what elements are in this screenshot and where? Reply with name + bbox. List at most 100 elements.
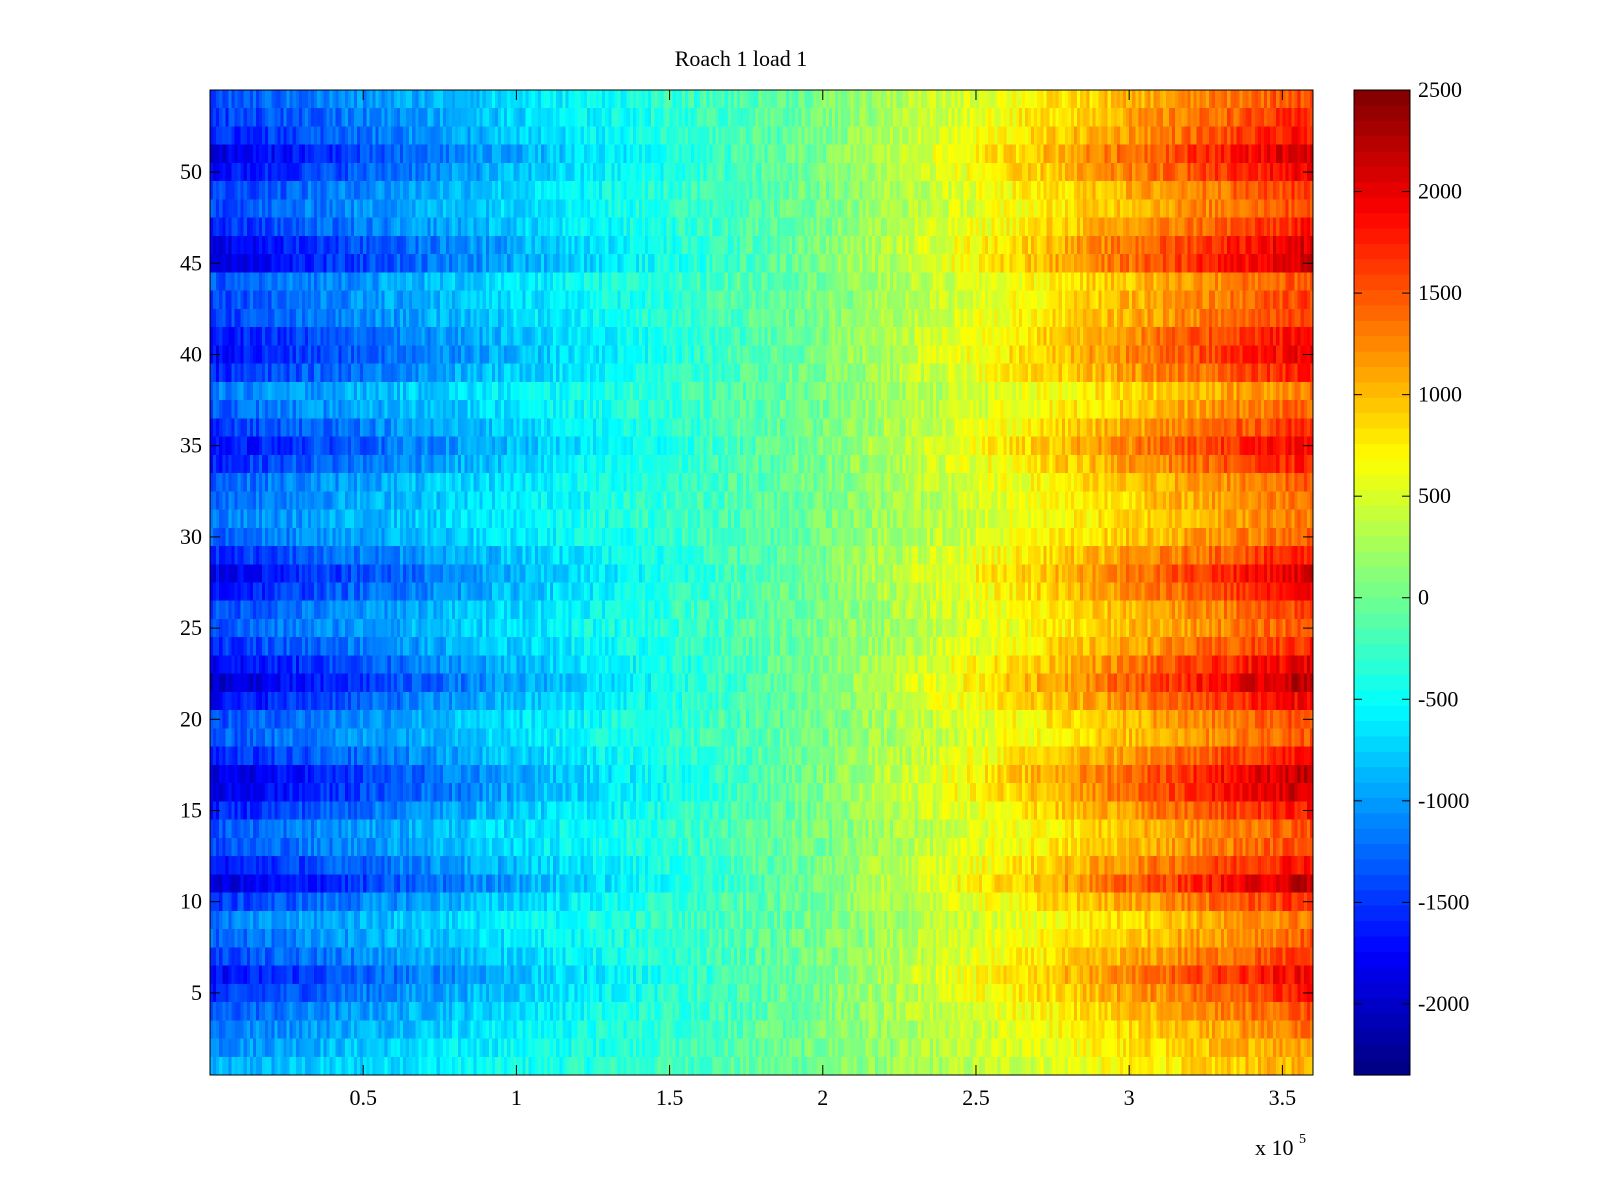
colorbar-band xyxy=(1354,1059,1410,1076)
colorbar-band xyxy=(1354,582,1410,599)
colorbar-band xyxy=(1354,690,1410,707)
heatmap-cells xyxy=(210,90,1313,1075)
x-tick-label: 3 xyxy=(1124,1085,1135,1110)
colorbar-band xyxy=(1354,213,1410,230)
colorbar-band xyxy=(1354,874,1410,891)
colorbar-tick-label: -1000 xyxy=(1418,788,1469,813)
colorbar-band xyxy=(1354,336,1410,353)
colorbar-band xyxy=(1354,982,1410,999)
y-tick-label: 10 xyxy=(180,889,202,914)
colorbar-band xyxy=(1354,151,1410,168)
colorbar-band xyxy=(1354,782,1410,799)
x-axis-multiplier-base: x 10 xyxy=(1255,1135,1294,1160)
colorbar-band xyxy=(1354,951,1410,968)
colorbar-band xyxy=(1354,120,1410,137)
x-axis: 0.5 1 1.5 2 2.5 3 3.5 xyxy=(349,90,1296,1110)
colorbar-band xyxy=(1354,936,1410,953)
colorbar-band xyxy=(1354,505,1410,522)
colorbar-band xyxy=(1354,644,1410,661)
colorbar-band xyxy=(1354,767,1410,784)
x-tick-label: 3.5 xyxy=(1269,1085,1297,1110)
colorbar-frame xyxy=(1353,89,1411,1076)
colorbar-band xyxy=(1354,290,1410,307)
y-tick-label: 35 xyxy=(180,433,202,458)
colorbar-band xyxy=(1354,428,1410,445)
y-tick-label: 25 xyxy=(180,615,202,640)
x-axis-multiplier-exponent: 5 xyxy=(1299,1132,1306,1147)
colorbar-band xyxy=(1354,628,1410,645)
colorbar-tick-label: -500 xyxy=(1418,686,1458,711)
colorbar-band xyxy=(1354,1013,1410,1030)
colorbar-band xyxy=(1354,828,1410,845)
y-tick-label: 40 xyxy=(180,341,202,366)
colorbar-band xyxy=(1354,551,1410,568)
colorbar-band xyxy=(1354,813,1410,830)
colorbar-band xyxy=(1354,567,1410,584)
colorbar-band xyxy=(1354,166,1410,183)
y-axis: 5 10 15 20 25 30 35 40 45 50 xyxy=(180,159,1313,1005)
colorbar-band xyxy=(1354,736,1410,753)
colorbar-band xyxy=(1354,659,1410,676)
colorbar-band xyxy=(1354,243,1410,260)
colorbar-band xyxy=(1354,536,1410,553)
colorbar-band xyxy=(1354,105,1410,122)
colorbar-band xyxy=(1354,597,1410,614)
y-tick-label: 45 xyxy=(180,250,202,275)
colorbar-band xyxy=(1354,721,1410,738)
colorbar-band xyxy=(1354,967,1410,984)
colorbar-band xyxy=(1354,197,1410,214)
colorbar-band xyxy=(1354,228,1410,245)
colorbar-band xyxy=(1354,136,1410,153)
colorbar-band xyxy=(1354,320,1410,337)
colorbar-band xyxy=(1354,613,1410,630)
colorbar-band xyxy=(1354,921,1410,938)
colorbar-band xyxy=(1354,90,1410,106)
y-tick-label: 50 xyxy=(180,159,202,184)
colorbar-band xyxy=(1354,397,1410,414)
colorbar-band xyxy=(1354,382,1410,399)
colorbar-band xyxy=(1354,443,1410,460)
colorbar-band xyxy=(1354,705,1410,722)
x-axis-multiplier: x 10 5 xyxy=(1255,1132,1306,1160)
colorbar-band xyxy=(1354,797,1410,814)
colorbar-band xyxy=(1354,751,1410,768)
colorbar-band xyxy=(1354,998,1410,1015)
colorbar-tick-label: 0 xyxy=(1418,585,1429,610)
colorbar-band xyxy=(1354,859,1410,876)
colorbar-band xyxy=(1354,474,1410,491)
colorbar-band xyxy=(1354,351,1410,368)
colorbar-band xyxy=(1354,1028,1410,1045)
y-tick-label: 15 xyxy=(180,798,202,823)
colorbar xyxy=(1354,90,1410,1076)
y-tick-label: 20 xyxy=(180,706,202,731)
colorbar-tick-label: -2000 xyxy=(1418,991,1469,1016)
colorbar-band xyxy=(1354,413,1410,430)
colorbar-band xyxy=(1354,305,1410,322)
colorbar-band xyxy=(1354,459,1410,476)
colorbar-band xyxy=(1354,274,1410,291)
colorbar-tick-label: 1000 xyxy=(1418,382,1462,407)
colorbar-band xyxy=(1354,367,1410,384)
chart-title: Roach 1 load 1 xyxy=(675,46,808,71)
colorbar-band xyxy=(1354,520,1410,537)
colorbar-band xyxy=(1354,674,1410,691)
colorbar-band xyxy=(1354,905,1410,922)
x-tick-label: 0.5 xyxy=(349,1085,377,1110)
colorbar-tick-label: 500 xyxy=(1418,483,1451,508)
plot-area-frame xyxy=(209,89,1314,1076)
x-tick-label: 1 xyxy=(511,1085,522,1110)
colorbar-band xyxy=(1354,259,1410,276)
y-tick-label: 5 xyxy=(191,980,202,1005)
colorbar-tick-label: 2000 xyxy=(1418,179,1462,204)
x-tick-label: 2 xyxy=(817,1085,828,1110)
x-tick-label: 1.5 xyxy=(656,1085,684,1110)
colorbar-band xyxy=(1354,182,1410,199)
x-tick-label: 2.5 xyxy=(962,1085,990,1110)
y-tick-label: 30 xyxy=(180,524,202,549)
colorbar-band xyxy=(1354,844,1410,861)
colorbar-band xyxy=(1354,490,1410,507)
heatmap-image xyxy=(210,90,1313,1075)
colorbar-tick-label: 1500 xyxy=(1418,280,1462,305)
colorbar-tick-label: -1500 xyxy=(1418,889,1469,914)
